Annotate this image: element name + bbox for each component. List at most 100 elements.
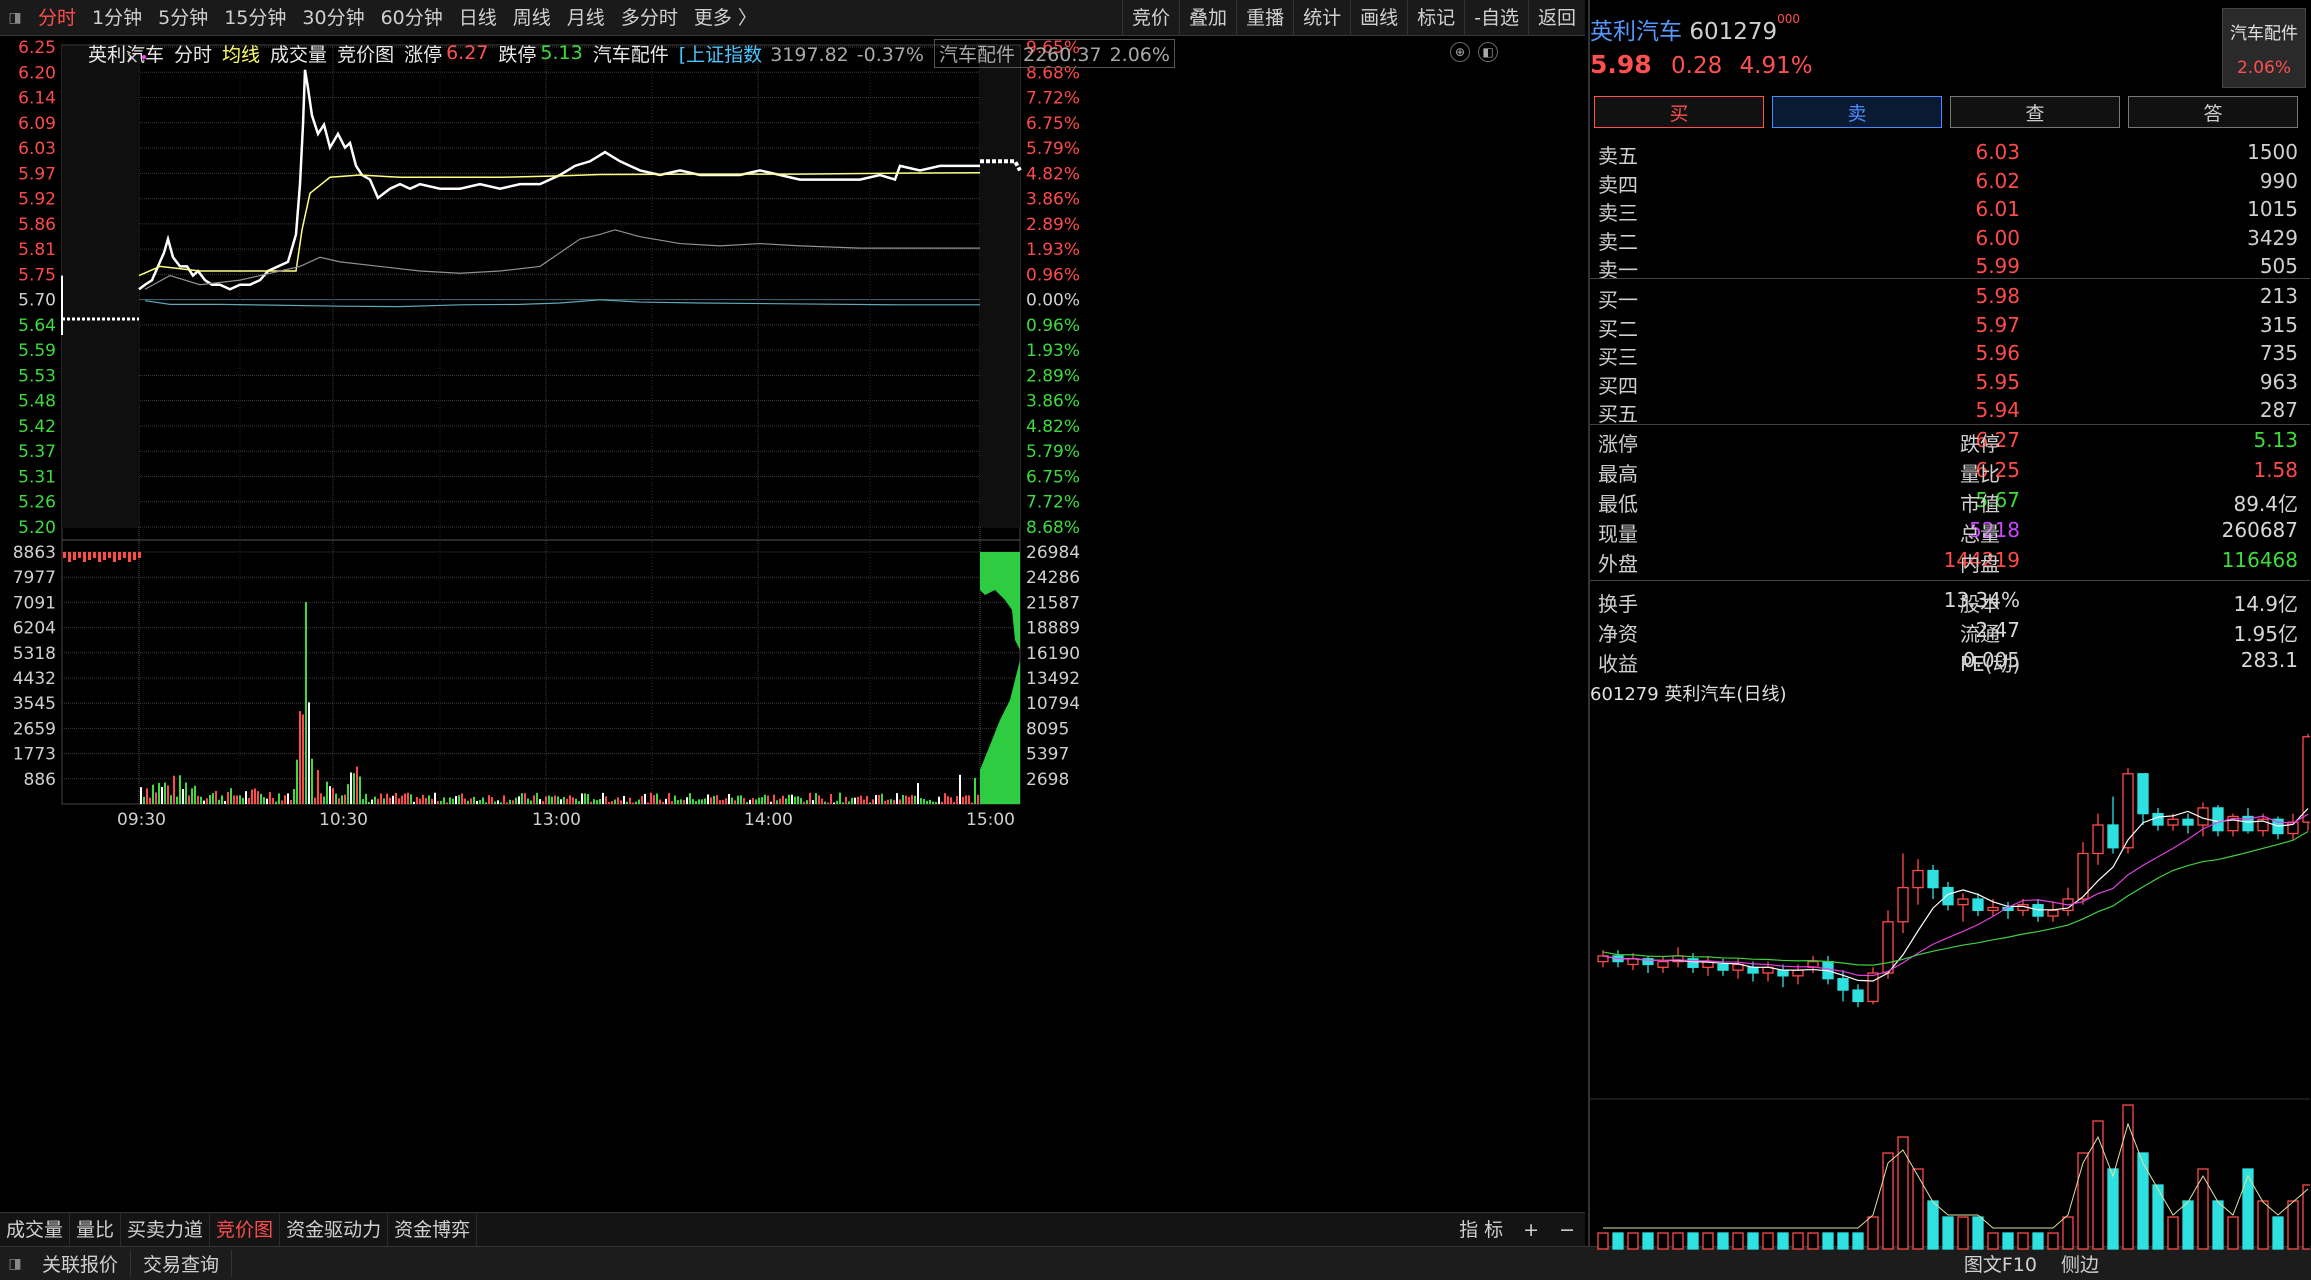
bid-row[interactable]: 买一 5.98 213	[1590, 284, 2302, 312]
intraday-chart[interactable]: 6.25 9.65% 6.20 8.68% 6.14 7.72% 6.09 6.75% 6.03…	[0, 0, 1588, 1212]
index-info[interactable]: [上证指数 3197.82 -0.37%	[678, 43, 924, 66]
bid-row[interactable]: 买五 5.94 287	[1590, 398, 2302, 426]
volume-bar	[668, 793, 670, 804]
daily-kline-chart[interactable]	[1590, 704, 2310, 1264]
volume-bar	[404, 793, 406, 804]
mark-button[interactable]: 标记	[1407, 0, 1464, 36]
panel-toggle-icon[interactable]: ◨	[8, 9, 22, 26]
volume-bar	[704, 798, 706, 804]
sell-button[interactable]: 卖	[1772, 96, 1942, 128]
volume-bar	[368, 801, 370, 804]
settings-icon[interactable]: ⊕	[1450, 42, 1470, 62]
statistics-button[interactable]: 统计	[1293, 0, 1350, 36]
remove-panel-button[interactable]: −	[1559, 1218, 1575, 1241]
f10-button[interactable]: 图文F10	[1963, 1254, 2037, 1276]
volume-bar	[761, 797, 763, 804]
stat-label: 外盘	[1598, 552, 1638, 576]
kline-volume-bar	[1777, 1232, 1789, 1250]
volume-bar	[872, 799, 874, 804]
indicator-button[interactable]: 指 标	[1459, 1218, 1504, 1241]
kline-volume-bar	[2077, 1152, 2089, 1250]
kline-volume-bar	[1792, 1232, 1804, 1250]
tab-period-multi-intraday[interactable]: 多分时	[620, 6, 678, 29]
tab-buy-sell-power[interactable]: 买卖力道	[121, 1212, 211, 1247]
volume-bar	[740, 795, 742, 804]
tab-fund-drive[interactable]: 资金驱动力	[280, 1212, 389, 1247]
tab-avg-line[interactable]: 均线	[222, 43, 261, 66]
price-tick-label: 5.92	[18, 190, 56, 210]
stock-code: 601279	[1689, 19, 1778, 45]
volume-bar	[434, 792, 436, 804]
stats-divider	[1590, 424, 2310, 425]
tab-period-more[interactable]: 更多 〉	[693, 6, 757, 29]
overlay-button[interactable]: 叠加	[1179, 0, 1236, 36]
sector-index-info[interactable]: 汽车配件 2260.37 2.06%	[933, 38, 1175, 68]
volume-tick-label: 2659	[13, 719, 56, 739]
volume-bar	[542, 800, 544, 804]
tab-period-daily[interactable]: 日线	[458, 6, 497, 29]
stat-row: 最低 5.67 市值 89.4亿	[1590, 488, 2302, 518]
tab-period-60min[interactable]: 60分钟	[380, 6, 443, 29]
volume-bar	[929, 799, 931, 804]
ask-row[interactable]: 卖五 6.03 1500	[1590, 140, 2302, 168]
draw-line-button[interactable]: 画线	[1350, 0, 1407, 36]
tab-period-weekly[interactable]: 周线	[512, 6, 551, 29]
auction-volume-bar	[103, 552, 106, 560]
related-quotes-button[interactable]: 关联报价	[30, 1250, 132, 1277]
volume-bar	[908, 796, 910, 804]
tab-period-intraday[interactable]: 分时	[38, 6, 77, 29]
tab-period-15min[interactable]: 15分钟	[224, 6, 287, 29]
volume-bar	[455, 796, 457, 804]
volume-bar	[746, 801, 748, 804]
sector-badge[interactable]: 汽车配件 2.06%	[2222, 8, 2306, 88]
back-button[interactable]: 返回	[1527, 0, 1585, 36]
kline-volume-bar	[2272, 1216, 2284, 1250]
chart-header-icons: ⊕ ◧	[1450, 42, 1498, 62]
kline-volume-bar	[2107, 1168, 2119, 1250]
volume-bar	[377, 798, 379, 804]
volume-bar	[161, 786, 163, 804]
kline-volume-bar	[1897, 1136, 1909, 1250]
tab-volume[interactable]: 成交量	[270, 43, 328, 66]
trade-query-button[interactable]: 交易查询	[131, 1250, 233, 1277]
auction-button[interactable]: 竞价	[1122, 0, 1179, 36]
tab-period-5min[interactable]: 5分钟	[158, 6, 209, 29]
bid-row[interactable]: 买四 5.95 963	[1590, 370, 2302, 398]
volume-bar	[347, 784, 349, 804]
tab-auction-chart[interactable]: 竞价图	[337, 43, 395, 66]
add-panel-button[interactable]: +	[1523, 1218, 1540, 1241]
volume-bar	[185, 782, 187, 804]
tab-intraday[interactable]: 分时	[174, 43, 213, 66]
tab-period-monthly[interactable]: 月线	[566, 6, 605, 29]
remove-watchlist-button[interactable]: -自选	[1464, 0, 1528, 36]
sector-index-line	[144, 229, 980, 290]
stat-value: 5.13	[2253, 428, 2298, 452]
tab-auction[interactable]: 竞价图	[210, 1212, 281, 1247]
ask-row[interactable]: 卖二 6.00 3429	[1590, 226, 2302, 254]
avg-price-line	[138, 171, 981, 277]
tab-volume-ratio[interactable]: 量比	[70, 1212, 122, 1247]
kline-candle	[1957, 898, 1969, 906]
volume-bar	[467, 800, 469, 804]
bid-row[interactable]: 买三 5.96 735	[1590, 341, 2302, 369]
ask-row[interactable]: 卖三 6.01 1015	[1590, 197, 2302, 225]
volume-bar	[902, 795, 904, 804]
expand-icon[interactable]: ◧	[1478, 42, 1498, 62]
stat-value: 116468	[2221, 548, 2298, 572]
ask-row[interactable]: 卖四 6.02 990	[1590, 169, 2302, 197]
answer-button[interactable]: 答	[2128, 96, 2298, 128]
bid-row[interactable]: 买二 5.97 315	[1590, 313, 2302, 341]
sidebar-button[interactable]: 侧边	[2060, 1254, 2099, 1276]
volume-bar	[797, 796, 799, 804]
tab-period-30min[interactable]: 30分钟	[302, 6, 365, 29]
sector-index-label: 汽车配件	[938, 43, 1015, 66]
replay-button[interactable]: 重播	[1236, 0, 1293, 36]
buy-button[interactable]: 买	[1594, 96, 1764, 128]
tab-period-1min[interactable]: 1分钟	[92, 6, 143, 29]
status-toggle-icon[interactable]: ◨	[8, 1255, 22, 1272]
query-button[interactable]: 查	[1950, 96, 2120, 128]
volume-bar	[221, 795, 223, 804]
tab-fund-game[interactable]: 资金博弈	[388, 1212, 478, 1247]
tab-volume-indicator[interactable]: 成交量	[0, 1212, 71, 1247]
ask-row[interactable]: 卖一 5.99 505	[1590, 254, 2302, 282]
